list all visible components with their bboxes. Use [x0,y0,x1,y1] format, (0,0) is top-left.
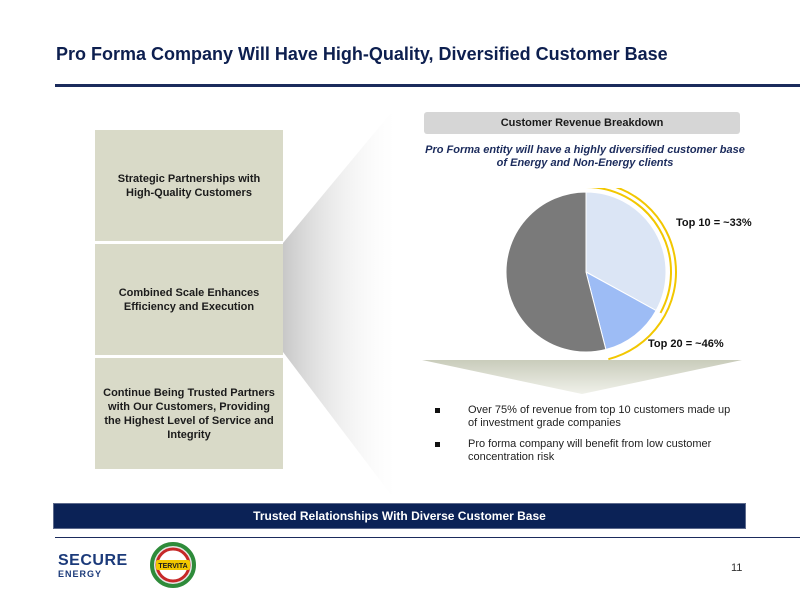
trusted-partners-box: Continue Being Trusted Partners with Our… [95,358,283,469]
pie-slice-other [505,191,607,353]
page-number: 11 [731,562,743,574]
secure-energy-logo: SECURE ENERGY [58,552,128,580]
title-divider [55,84,800,87]
combined-scale-box: Combined Scale Enhances Efficiency and E… [95,244,283,355]
summary-banner: Trusted Relationships With Diverse Custo… [53,503,746,529]
breakdown-header: Customer Revenue Breakdown [424,112,740,134]
footer-divider [55,537,800,538]
box-label: Combined Scale Enhances Efficiency and E… [118,286,260,313]
top10-label: Top 10 = ~33% [676,217,752,229]
page-title: Pro Forma Company Will Have High-Quality… [56,44,668,64]
tervita-logo: TERVITA [150,542,196,588]
top20-bracket [608,188,677,361]
top20-label: Top 20 = ~46% [648,338,724,350]
pie-slice-top-10 [585,191,667,312]
breakdown-subtitle: Pro Forma entity will have a highly dive… [425,144,745,169]
bullet-icon [435,442,440,447]
box-label: Continue Being Trusted Partners with Our… [103,386,275,441]
top10-bracket [585,188,672,314]
pie-slice-top-11-20 [585,271,657,351]
down-chevron [422,360,742,394]
box-label: Strategic Partnerships with High-Quality… [117,172,261,199]
bullet-icon [435,408,440,413]
strategic-partnerships-box: Strategic Partnerships with High-Quality… [95,130,283,241]
list-item: Over 75% of revenue from top 10 customer… [432,404,742,430]
bullet-list: Over 75% of revenue from top 10 customer… [432,404,742,472]
customer-pie-chart [505,188,677,361]
bullet-text: Pro forma company will benefit from low … [468,438,712,463]
connector-fan [283,108,395,500]
list-item: Pro forma company will benefit from low … [432,438,742,464]
logo-text: SECURE [58,552,128,569]
logo-text: TERVITA [158,563,187,570]
bullet-text: Over 75% of revenue from top 10 customer… [468,404,731,429]
logo-text: ENERGY [58,569,103,579]
